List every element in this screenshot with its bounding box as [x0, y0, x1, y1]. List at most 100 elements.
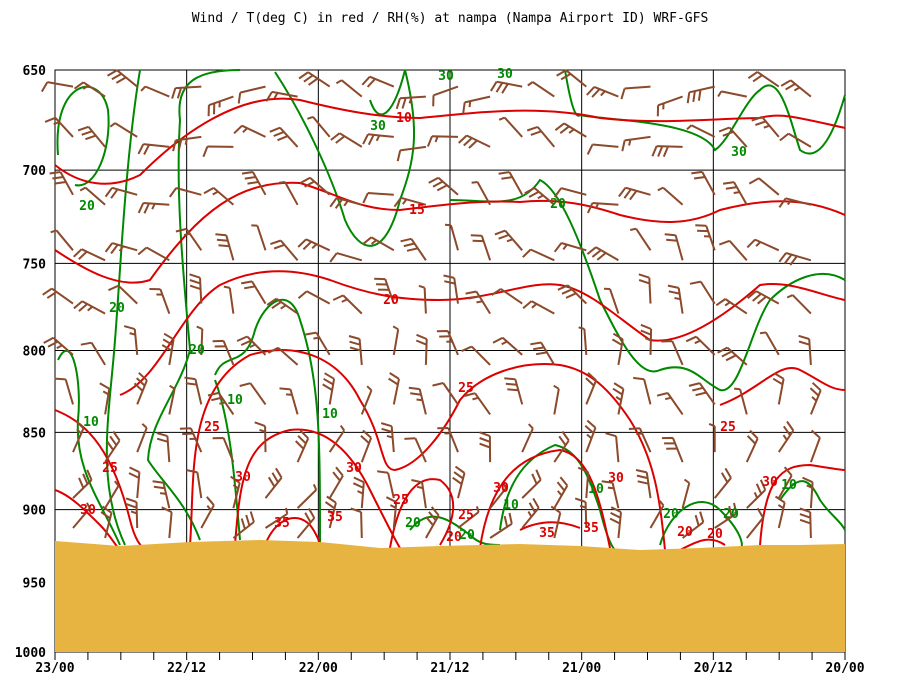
wind-barb [605, 432, 620, 463]
rh-label: 20 [550, 197, 566, 212]
wind-barb [774, 495, 786, 529]
wind-barb [556, 69, 587, 88]
rh-contour [274, 69, 416, 247]
temp-contour [479, 448, 611, 549]
wind-barb [203, 187, 235, 206]
wind-barb [635, 469, 652, 499]
wind-barb [73, 81, 106, 98]
wind-barb [296, 508, 316, 539]
y-tick-label: 750 [23, 257, 47, 272]
wind-barb [777, 420, 795, 453]
x-tick-label: 22/12 [167, 661, 206, 676]
y-tick-label: 650 [23, 64, 47, 79]
wind-barb [609, 506, 622, 539]
x-tick-label: 20/00 [825, 661, 864, 676]
wind-barb [49, 171, 74, 196]
wind-barb [498, 171, 524, 196]
wind-barb [786, 294, 812, 315]
y-tick-label: 700 [23, 164, 47, 179]
wind-barb [611, 332, 624, 366]
wind-barb [444, 223, 459, 251]
rh-label: 10 [322, 407, 338, 422]
temp-contour [54, 489, 121, 551]
wind-barb [432, 85, 459, 107]
wind-barb [106, 69, 138, 88]
wind-barb [759, 331, 780, 356]
rh-label: 20 [189, 343, 205, 358]
rh-label: 10 [588, 482, 604, 497]
wind-barb [798, 334, 812, 365]
temp-label: 35 [539, 526, 555, 541]
wind-barb [400, 237, 427, 261]
wind-barb [661, 340, 684, 366]
wind-barb [128, 466, 141, 499]
wind-barb [452, 465, 466, 499]
temp-label: 10 [396, 111, 412, 126]
wind-barb [780, 79, 812, 98]
wind-barb [777, 466, 793, 499]
wind-barb [809, 382, 822, 415]
wind-barb [633, 376, 652, 405]
temp-contour [54, 97, 846, 185]
temp-label: 35 [327, 510, 343, 525]
wind-barb [100, 505, 113, 539]
wind-barb [307, 115, 331, 138]
temp-label: 20 [707, 527, 723, 542]
wind-barb [603, 287, 620, 314]
wind-barb [395, 95, 426, 110]
temp-contour [234, 428, 401, 549]
wind-barb [470, 234, 492, 261]
wind-barb [125, 497, 139, 529]
wind-barb [751, 116, 780, 138]
wind-barb [186, 469, 203, 499]
wind-barb [586, 143, 619, 155]
wind-barb [686, 124, 716, 138]
wind-barb [708, 422, 716, 453]
wind-barb [664, 233, 684, 261]
wind-barb [809, 429, 821, 463]
terrain-surface [55, 540, 845, 652]
rh-contour [146, 69, 241, 541]
wind-barb [686, 85, 715, 104]
rh-label: 20 [723, 507, 739, 522]
wind-barb [443, 274, 459, 304]
wind-barb [168, 187, 202, 198]
wind-barb [553, 476, 569, 509]
wind-barb [267, 346, 299, 366]
x-tick-label: 22/00 [299, 661, 338, 676]
wind-barb [577, 466, 590, 499]
wind-barb [404, 437, 427, 463]
rh-label: 20 [109, 301, 125, 316]
wind-barb [526, 125, 556, 148]
temp-label: 25 [458, 508, 474, 523]
wind-barb [171, 85, 202, 99]
wind-barb [80, 341, 106, 366]
wind-barb [585, 372, 598, 405]
wind-barb [612, 382, 625, 415]
temp-label: 25 [102, 461, 118, 476]
temp-label: 25 [720, 420, 736, 435]
wind-barb [40, 81, 74, 93]
wind-barb [223, 285, 235, 314]
wind-barb [691, 170, 716, 196]
wind-barb [620, 85, 651, 100]
temp-label: 25 [204, 420, 220, 435]
wind-barb [156, 432, 171, 463]
wind-barb [733, 387, 748, 415]
wind-barb [436, 330, 459, 356]
wind-barb [184, 376, 203, 405]
wind-barb [335, 79, 363, 98]
wind-barb [264, 507, 289, 529]
temp-label: 35 [274, 516, 290, 531]
wind-barb [747, 71, 780, 88]
wind-barb [396, 145, 427, 162]
wind-barb [494, 229, 523, 251]
wind-barb [553, 242, 587, 253]
wind-barb [489, 482, 508, 509]
wind-barb [428, 176, 459, 196]
wind-barb [233, 124, 266, 138]
wind-barb [629, 227, 652, 251]
temp-contour [759, 463, 846, 546]
wind-barb [329, 196, 363, 209]
temp-label: 30 [346, 461, 362, 476]
